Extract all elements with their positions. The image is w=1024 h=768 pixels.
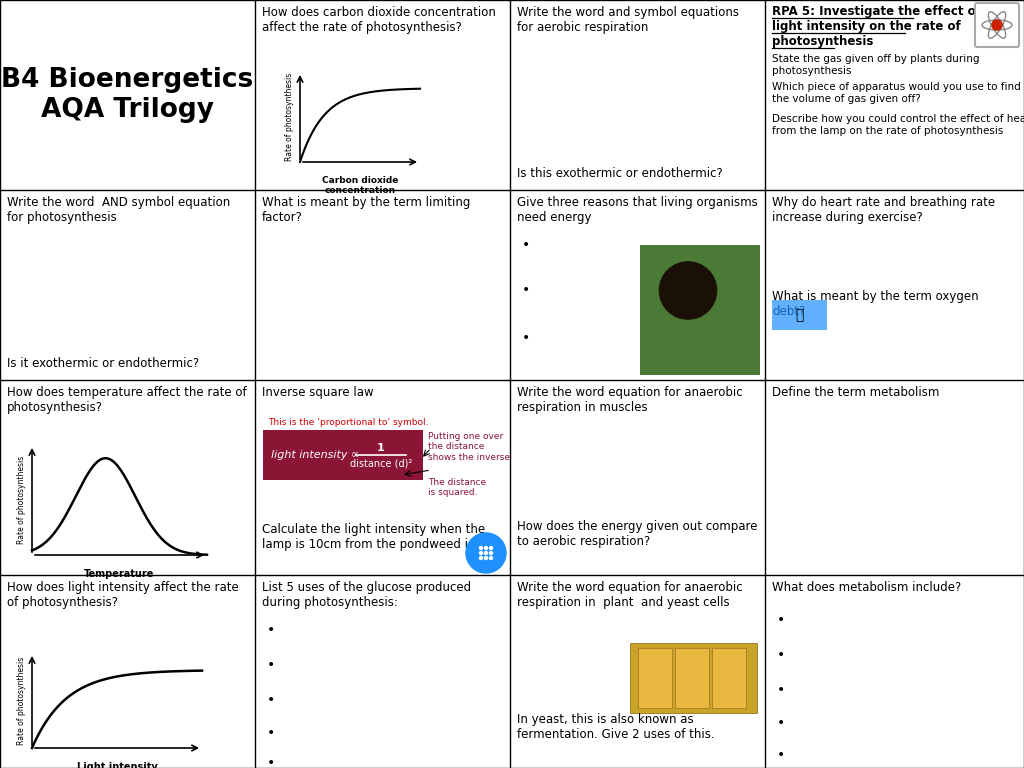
Circle shape — [479, 551, 482, 554]
Text: •: • — [522, 283, 530, 297]
Text: Is this exothermic or endothermic?: Is this exothermic or endothermic? — [517, 167, 723, 180]
Text: Rate of photosynthesis: Rate of photosynthesis — [17, 657, 27, 745]
Text: In yeast, this is also known as
fermentation. Give 2 uses of this.: In yeast, this is also known as fermenta… — [517, 713, 715, 741]
Text: List 5 uses of the glucose produced
during photosynthesis:: List 5 uses of the glucose produced duri… — [262, 581, 471, 609]
Circle shape — [484, 547, 487, 549]
Text: Inverse square law: Inverse square law — [262, 386, 374, 399]
Circle shape — [479, 557, 482, 560]
Text: Write the word equation for anaerobic
respiration in  plant  and yeast cells: Write the word equation for anaerobic re… — [517, 581, 742, 609]
Bar — [772, 300, 827, 330]
Text: State the gas given off by plants during
photosynthesis: State the gas given off by plants during… — [772, 54, 980, 75]
Text: •: • — [522, 331, 530, 345]
Text: light intensity ∝: light intensity ∝ — [271, 450, 359, 460]
Text: Rate of photosynthesis: Rate of photosynthesis — [286, 73, 295, 161]
Circle shape — [992, 20, 1002, 30]
Text: Calculate the light intensity when the
lamp is 10cm from the pondweed in a.u: Calculate the light intensity when the l… — [262, 523, 498, 551]
Text: What is meant by the term oxygen
debt?: What is meant by the term oxygen debt? — [772, 290, 979, 318]
Text: Putting one over
the distance
shows the inverse: Putting one over the distance shows the … — [428, 432, 510, 462]
Bar — [630, 643, 757, 713]
Text: Write the word  AND symbol equation
for photosynthesis: Write the word AND symbol equation for p… — [7, 196, 230, 224]
Text: Write the word and symbol equations
for aerobic respiration: Write the word and symbol equations for … — [517, 6, 739, 34]
Text: •: • — [267, 756, 275, 768]
Text: The distance
is squared.: The distance is squared. — [428, 478, 486, 498]
Text: •: • — [267, 658, 275, 672]
Text: light intensity on the rate of: light intensity on the rate of — [772, 20, 961, 33]
Text: Rate of photosynthesis: Rate of photosynthesis — [17, 456, 27, 544]
Text: •: • — [267, 623, 275, 637]
Bar — [640, 245, 760, 375]
Text: •: • — [777, 613, 785, 627]
Text: Describe how you could control the effect of heat
from the lamp on the rate of p: Describe how you could control the effec… — [772, 114, 1024, 136]
Text: How does light intensity affect the rate
of photosynthesis?: How does light intensity affect the rate… — [7, 581, 239, 609]
Text: How does temperature affect the rate of
photosynthesis?: How does temperature affect the rate of … — [7, 386, 247, 414]
Text: distance (d)²: distance (d)² — [350, 458, 412, 468]
Circle shape — [479, 547, 482, 549]
Text: Why do heart rate and breathing rate
increase during exercise?: Why do heart rate and breathing rate inc… — [772, 196, 995, 224]
Circle shape — [466, 533, 506, 573]
Text: 1: 1 — [377, 443, 385, 453]
Text: Define the term metabolism: Define the term metabolism — [772, 386, 939, 399]
Text: B4 Bioenergetics
AQA Trilogy: B4 Bioenergetics AQA Trilogy — [1, 67, 254, 123]
Bar — [675, 648, 709, 708]
Text: RPA 5: Investigate the effect of: RPA 5: Investigate the effect of — [772, 5, 981, 18]
Text: •: • — [777, 716, 785, 730]
Text: Give three reasons that living organisms
need energy: Give three reasons that living organisms… — [517, 196, 758, 224]
Text: Carbon dioxide
concentration: Carbon dioxide concentration — [322, 176, 398, 195]
Text: How does the energy given out compare
to aerobic respiration?: How does the energy given out compare to… — [517, 520, 758, 548]
Text: 🏃: 🏃 — [795, 308, 803, 322]
Text: Temperature: Temperature — [84, 569, 155, 579]
Text: This is the ‘proportional to’ symbol.: This is the ‘proportional to’ symbol. — [268, 418, 428, 427]
Text: What is meant by the term limiting
factor?: What is meant by the term limiting facto… — [262, 196, 470, 224]
Text: How does carbon dioxide concentration
affect the rate of photosynthesis?: How does carbon dioxide concentration af… — [262, 6, 496, 34]
Circle shape — [489, 551, 493, 554]
Text: •: • — [267, 726, 275, 740]
Circle shape — [484, 557, 487, 560]
Text: •: • — [777, 648, 785, 662]
Bar — [263, 430, 423, 480]
Text: •: • — [267, 693, 275, 707]
Circle shape — [489, 547, 493, 549]
Text: Light intensity: Light intensity — [77, 762, 158, 768]
Bar — [712, 648, 746, 708]
FancyBboxPatch shape — [975, 3, 1019, 47]
Text: Write the word equation for anaerobic
respiration in muscles: Write the word equation for anaerobic re… — [517, 386, 742, 414]
Text: Which piece of apparatus would you use to find
the volume of gas given off?: Which piece of apparatus would you use t… — [772, 82, 1021, 104]
Text: What does metabolism include?: What does metabolism include? — [772, 581, 962, 594]
Text: Is it exothermic or endothermic?: Is it exothermic or endothermic? — [7, 357, 199, 370]
Text: •: • — [522, 238, 530, 252]
Circle shape — [489, 557, 493, 560]
Text: •: • — [777, 683, 785, 697]
Bar — [638, 648, 672, 708]
Circle shape — [659, 262, 717, 319]
Circle shape — [484, 551, 487, 554]
Text: photosynthesis: photosynthesis — [772, 35, 873, 48]
Text: •: • — [777, 748, 785, 762]
